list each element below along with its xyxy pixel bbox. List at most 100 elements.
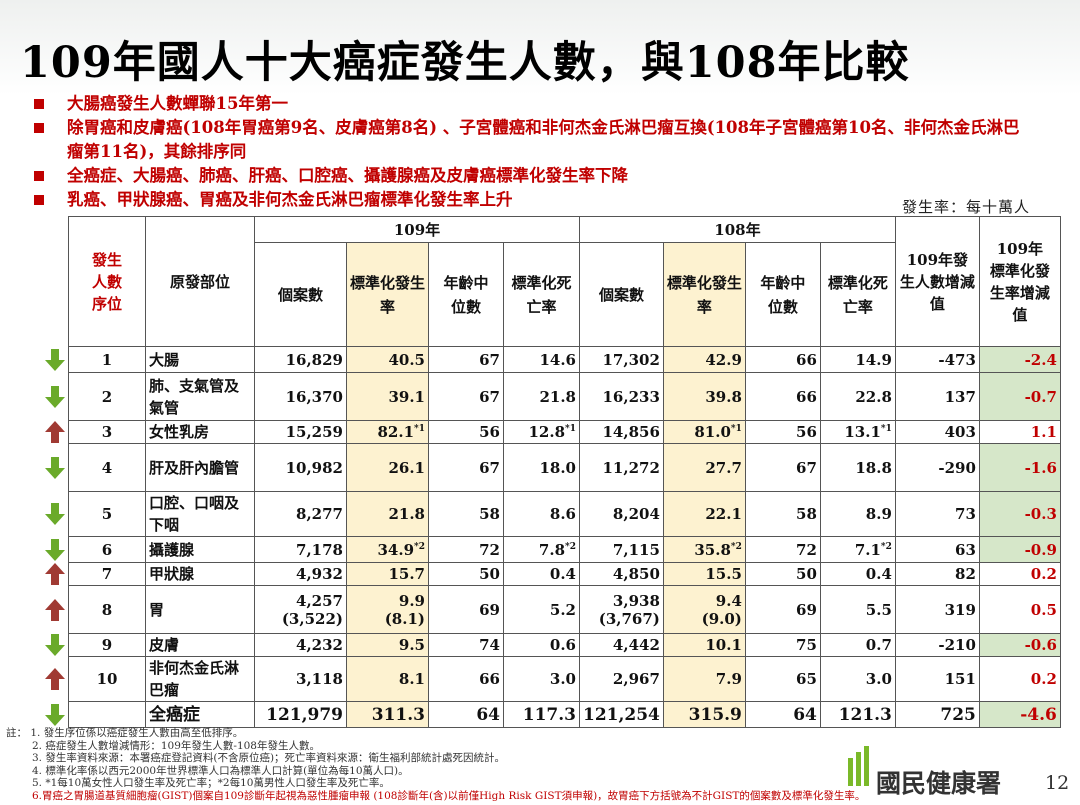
- mort-108-cell: 0.7: [819, 633, 896, 657]
- cases-108-cell-value: 2,967: [612, 670, 660, 688]
- diff-rate-cell-value: 0.2: [1030, 670, 1057, 688]
- rank-cell: 1: [68, 346, 146, 373]
- age-108-cell-value: 69: [796, 600, 817, 619]
- header-diff-rate: 109年標準化發生率增減值: [978, 216, 1061, 347]
- site-cell-value: 皮膚: [149, 636, 180, 654]
- site-cell: 胃: [145, 585, 255, 634]
- rank-cell: 10: [68, 656, 146, 702]
- rank-cell-value: 4: [101, 458, 113, 477]
- age-109-cell-value: 74: [479, 636, 500, 654]
- age-109-cell-value: 66: [479, 670, 500, 688]
- site-cell-value: 全癌症: [149, 704, 200, 725]
- table-row: 4 肝及肝內膽管 10,982 26.1 67 18.0 11,272 27.7 67 18.8 -…: [68, 443, 1061, 492]
- bullet-square-icon: [34, 123, 44, 133]
- cases-108-cell-value: 7,115: [612, 540, 660, 559]
- asr-109-cell-value: 40.5: [388, 350, 425, 369]
- age-108-cell: 56: [744, 420, 821, 444]
- asr-108-cell: 10.1: [662, 633, 746, 657]
- mort-109-cell-value: 18.0: [539, 458, 576, 477]
- rank-cell-value: 3: [101, 423, 113, 441]
- rank-cell-value: 8: [101, 600, 113, 619]
- arrow-up-icon: [45, 421, 65, 443]
- asr-108-cell-value: 9.4: [715, 591, 742, 610]
- header-rank: 發生人數序位: [68, 216, 146, 347]
- mort-108-cell: 3.0: [819, 656, 896, 702]
- diff-cell-value: 725: [940, 704, 976, 725]
- footnote-line: 5. *1每10萬女性人口發生率及死亡率；*2每10萬男性人口發生率及死亡率。: [32, 777, 390, 789]
- diff-rate-cell: -1.6: [978, 443, 1061, 492]
- diff-cell: -290: [894, 443, 980, 492]
- cases-108-cell: 14,856: [579, 420, 664, 444]
- age-108-cell: 66: [744, 372, 821, 421]
- diff-cell: 725: [894, 701, 980, 728]
- asr-108-cell-value: 27.7: [705, 458, 742, 477]
- site-cell-value: 女性乳房: [149, 423, 210, 441]
- header-mort-108: 標準化死亡率: [819, 242, 896, 347]
- diff-rate-cell-value: -0.6: [1024, 636, 1057, 654]
- header-site: 原發部位: [145, 216, 255, 347]
- cases-108-cell: 16,233: [579, 372, 664, 421]
- age-108-cell-value: 56: [796, 423, 817, 441]
- mort-108-cell: 7.1*2: [819, 536, 896, 563]
- asr-108-cell-footnote-mark: *2: [730, 541, 742, 552]
- mort-108-cell-value: 0.4: [865, 565, 892, 583]
- bullet-square-icon: [34, 99, 44, 109]
- cases-108-cell: 7,115: [579, 536, 664, 563]
- site-cell: 大腸: [145, 346, 255, 373]
- asr-108-cell-value: 39.8: [705, 387, 742, 406]
- arrow-down-icon: [45, 538, 65, 561]
- cases-108-cell: 8,204: [579, 491, 664, 537]
- mort-108-cell-value: 3.0: [865, 670, 892, 688]
- mort-108-cell: 14.9: [819, 346, 896, 373]
- table-row: 10 非何杰金氏淋巴瘤 3,118 8.1 66 3.0 2,967 7.9 65 3.0 151 0…: [68, 656, 1061, 702]
- age-109-cell-value: 50: [479, 565, 500, 583]
- cases-109-cell: 4,257 (3,522): [254, 585, 347, 634]
- age-108-cell: 65: [744, 656, 821, 702]
- asr-108-cell: 22.1: [662, 491, 746, 537]
- asr-108-cell-excl-gist-value: (9.0): [701, 609, 742, 628]
- mort-108-cell-value: 14.9: [855, 350, 892, 369]
- age-109-cell: 67: [428, 346, 504, 373]
- bullet-item: 大腸癌發生人數蟬聯15年第一: [34, 92, 1034, 116]
- mort-109-cell-value: 0.4: [549, 565, 576, 583]
- diff-cell-value: 403: [944, 423, 976, 441]
- asr-108-cell: 81.0*1: [662, 420, 746, 444]
- unit-label: 發生率：每十萬人: [901, 198, 1030, 216]
- age-109-cell-value: 67: [479, 387, 500, 406]
- table-row: 7 甲狀腺 4,932 15.7 50 0.4 4,850 15.5 50 0.4 82 0.2: [68, 562, 1061, 586]
- asr-108-cell: 39.8: [662, 372, 746, 421]
- diff-rate-cell-value: -0.9: [1024, 540, 1057, 559]
- rank-cell-value: 10: [96, 670, 118, 688]
- bullet-item: 除胃癌和皮膚癌(108年胃癌第9名、皮膚癌第8名) 、子宮體癌和非何杰金氏淋巴瘤…: [34, 116, 1034, 164]
- site-cell: 全癌症: [145, 701, 255, 728]
- bullet-list: 大腸癌發生人數蟬聯15年第一 除胃癌和皮膚癌(108年胃癌第9名、皮膚癌第8名)…: [34, 92, 1034, 212]
- diff-rate-cell: -4.6: [978, 701, 1061, 728]
- cases-108-cell: 4,850: [579, 562, 664, 586]
- site-cell: 口腔、口咽及下咽: [145, 491, 255, 537]
- mort-109-cell-footnote-mark: *1: [565, 424, 576, 434]
- mort-109-cell: 21.8: [503, 372, 580, 421]
- bullet-square-icon: [34, 171, 44, 181]
- diff-cell: 403: [894, 420, 980, 444]
- arrow-up-icon: [45, 598, 65, 621]
- footnote-line: 6.胃癌之胃腸道基質細胞瘤(GIST)個案自109診斷年起視為惡性腫瘤申報 (1…: [32, 789, 866, 802]
- asr-109-cell: 9.9 (8.1): [346, 585, 429, 634]
- bullet-item: 乳癌、甲狀腺癌、胃癌及非何杰金氏淋巴瘤標準化發生率上升: [34, 188, 1034, 212]
- asr-108-cell: 15.5: [662, 562, 746, 586]
- bullet-item: 全癌症、大腸癌、肺癌、肝癌、口腔癌、攝護腺癌及皮膚癌標準化發生率下降: [34, 164, 1034, 188]
- mort-108-cell-value: 121.3: [838, 704, 892, 725]
- header-cases-109: 個案數: [254, 242, 347, 347]
- cases-109-cell: 16,370: [254, 372, 347, 421]
- cases-109-cell-value: 10,982: [285, 458, 343, 477]
- age-108-cell: 50: [744, 562, 821, 586]
- age-109-cell: 66: [428, 656, 504, 702]
- table-row: 3 女性乳房 15,259 82.1*1 56 12.8*1 14,856 81.0*1 56 1…: [68, 420, 1061, 444]
- mort-109-cell-footnote-mark: *2: [565, 541, 576, 552]
- age-109-cell: 74: [428, 633, 504, 657]
- cases-109-cell-value: 7,178: [296, 540, 343, 559]
- cases-109-cell: 4,932: [254, 562, 347, 586]
- table-row: 全癌症 121,979 311.3 64 117.3 121,254 315.9 64 121.…: [68, 701, 1061, 728]
- diff-cell-value: 319: [944, 600, 976, 619]
- diff-cell: 82: [894, 562, 980, 586]
- age-109-cell: 67: [428, 372, 504, 421]
